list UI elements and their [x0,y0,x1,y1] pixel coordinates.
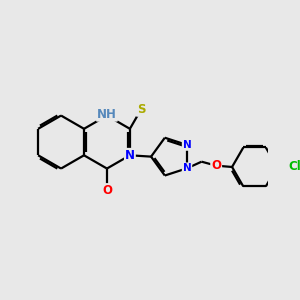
Text: O: O [102,184,112,197]
Text: Cl: Cl [289,160,300,173]
Text: NH: NH [97,108,117,121]
Text: S: S [137,103,146,116]
Text: N: N [125,149,135,162]
Text: O: O [211,159,221,172]
Text: N: N [183,163,191,173]
Text: N: N [183,140,191,150]
